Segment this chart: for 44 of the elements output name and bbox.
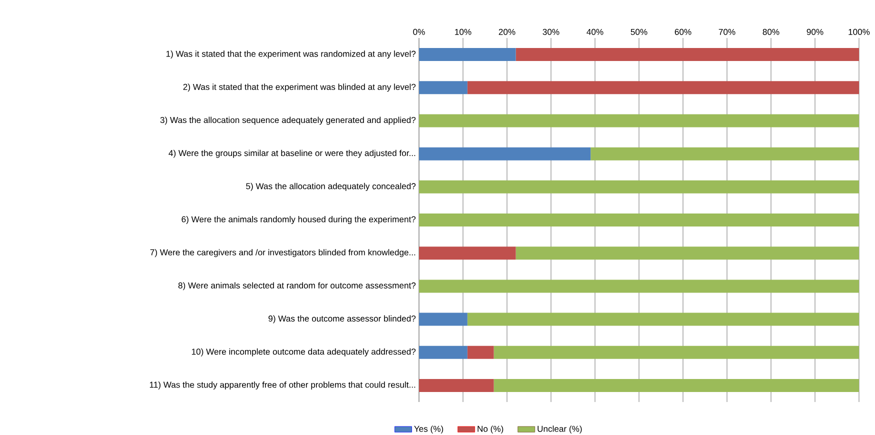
y-tick-label: 7) Were the caregivers and /or investigators blinded from knowledge... xyxy=(150,249,416,258)
x-tick-label: 20% xyxy=(498,28,516,35)
bar xyxy=(419,378,494,392)
bar xyxy=(467,312,860,326)
bar xyxy=(419,246,516,260)
y-tick-label: 9) Was the outcome assessor blinded? xyxy=(268,315,416,324)
y-tick-label: 4) Were the groups similar at baseline or were they adjusted for... xyxy=(168,150,416,158)
legend-label: No (%) xyxy=(478,426,504,434)
bar xyxy=(494,378,860,392)
x-tick-label: 90% xyxy=(806,28,824,35)
x-tick-label: 30% xyxy=(542,28,560,35)
y-tick-label: 3) Was the allocation sequence adequately generated and applied? xyxy=(160,116,416,125)
x-tick-label: 40% xyxy=(586,28,604,35)
bar xyxy=(467,346,494,359)
bar xyxy=(590,147,860,160)
x-tick-label: 60% xyxy=(674,28,692,35)
bar xyxy=(419,280,860,293)
bar xyxy=(419,114,860,128)
legend-label: Yes (%) xyxy=(414,426,444,434)
y-tick-label: 6) Were the animals randomly housed during the experiment? xyxy=(182,216,416,224)
y-tick-label: 5) Was the allocation adequately concealed? xyxy=(246,182,416,191)
x-tick-label: 70% xyxy=(718,28,736,35)
bar xyxy=(419,48,516,62)
x-tick-label: 0% xyxy=(413,28,425,35)
y-tick-label: 1) Was it stated that the experiment was randomized at any level? xyxy=(166,50,416,59)
bar xyxy=(419,214,860,227)
bar xyxy=(419,180,860,194)
y-tick-label: 8) Were animals selected at random for outcome assessment? xyxy=(178,282,416,290)
bar xyxy=(516,246,860,260)
x-tick-label: 100% xyxy=(848,28,870,35)
x-tick-label: 10% xyxy=(455,28,472,35)
bar xyxy=(419,346,468,359)
x-tick-label: 80% xyxy=(762,28,780,35)
bar xyxy=(419,147,591,160)
bar xyxy=(494,346,860,359)
bar xyxy=(419,81,468,94)
y-tick-label: 2) Was it stated that the experiment was blinded at any level? xyxy=(183,84,416,92)
y-tick-label: 10) Were incomplete outcome data adequately addressed? xyxy=(192,348,416,356)
legend-label: Unclear (%) xyxy=(538,426,582,434)
bar xyxy=(516,48,860,62)
y-tick-label: 11) Was the study apparently free of other problems that could result... xyxy=(150,381,416,390)
x-tick-label: 50% xyxy=(630,28,648,35)
bar xyxy=(467,81,860,94)
bar xyxy=(419,312,468,326)
